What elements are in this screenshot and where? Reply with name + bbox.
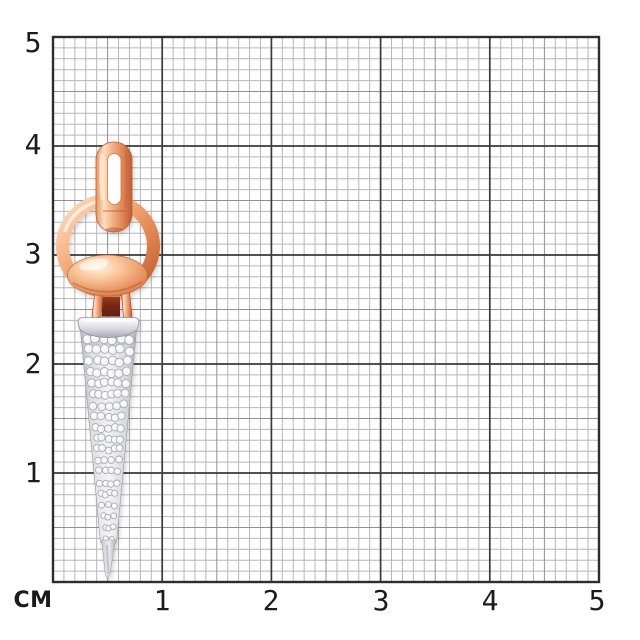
- y-axis-label-2: 2: [24, 347, 42, 380]
- y-axis-label-1: 1: [24, 456, 42, 489]
- pendant-connector: [91, 291, 133, 319]
- grid-border: [51, 35, 601, 584]
- x-axis-label-2: 2: [262, 584, 280, 617]
- grid-half-cm-lines: [53, 37, 599, 582]
- y-axis-label-5: 5: [24, 26, 42, 59]
- pendant-bail: [95, 141, 133, 233]
- unit-label: СМ: [13, 588, 53, 613]
- y-axis-label-3: 3: [24, 237, 42, 270]
- pendant-tip: [101, 539, 116, 581]
- x-axis-label-1: 1: [153, 584, 171, 617]
- x-axis-label-3: 3: [372, 584, 390, 617]
- pendant: [56, 141, 160, 581]
- x-axis-label-5: 5: [588, 584, 606, 617]
- pendant-barrel: [67, 254, 148, 297]
- pendant-cap: [77, 317, 140, 338]
- x-axis-label-4: 4: [481, 584, 499, 617]
- y-axis-label-4: 4: [24, 128, 42, 161]
